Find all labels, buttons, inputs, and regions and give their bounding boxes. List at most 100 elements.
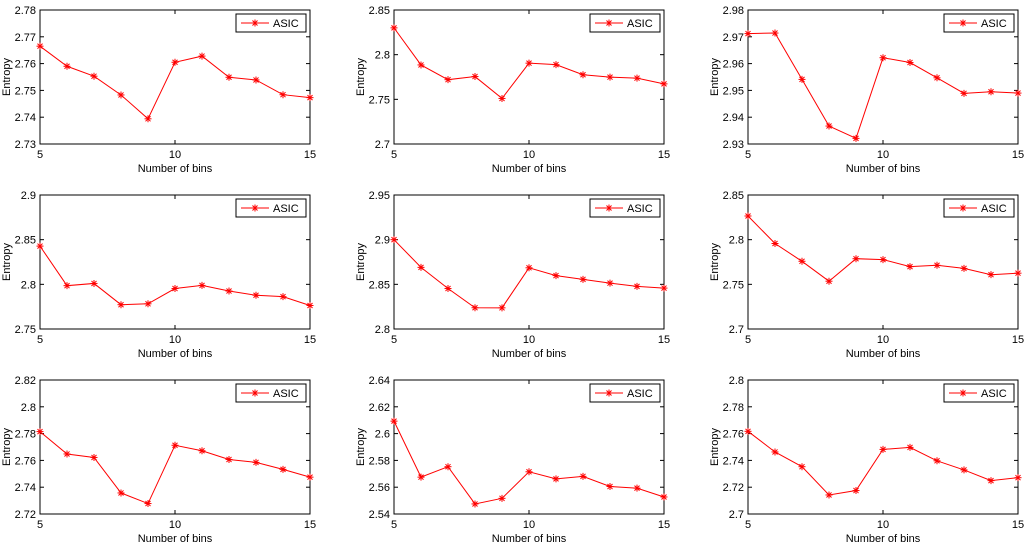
y-tick-label: 2.93 [723, 139, 744, 151]
data-point [36, 428, 44, 436]
data-point [852, 134, 860, 142]
y-tick-label: 2.95 [369, 190, 390, 202]
y-axis-label: Entropy [709, 58, 721, 96]
data-point [498, 494, 506, 502]
legend-label: ASIC [627, 388, 653, 400]
data-point [552, 272, 560, 280]
y-tick-label: 2.85 [15, 235, 36, 247]
y-tick-label: 2.75 [15, 324, 36, 336]
y-axis-label: Entropy [1, 58, 13, 96]
x-tick-label: 15 [304, 519, 316, 531]
y-tick-label: 2.7 [729, 509, 744, 521]
data-point [198, 447, 206, 455]
data-point [960, 89, 968, 97]
x-tick-label: 15 [1012, 334, 1024, 346]
x-tick-label: 10 [169, 334, 181, 346]
data-point [933, 74, 941, 82]
data-point [933, 261, 941, 269]
y-tick-label: 2.76 [723, 429, 744, 441]
legend-marker [605, 204, 613, 212]
y-tick-label: 2.85 [723, 190, 744, 202]
data-point [579, 71, 587, 79]
data-point [444, 285, 452, 293]
x-tick-label: 10 [169, 519, 181, 531]
data-point [744, 30, 752, 38]
legend-box [943, 198, 1015, 218]
data-point [579, 472, 587, 480]
data-point [579, 275, 587, 283]
legend-box [943, 13, 1015, 33]
x-axis-label: Number of bins [492, 163, 567, 175]
legend-marker [605, 389, 613, 397]
x-tick-label: 15 [1012, 149, 1024, 161]
data-point [390, 236, 398, 244]
data-point [879, 256, 887, 264]
legend: ASIC [943, 198, 1015, 218]
legend-box [235, 383, 307, 403]
data-point [471, 304, 479, 312]
data-point [198, 52, 206, 60]
y-tick-label: 2.8 [21, 402, 36, 414]
data-point [279, 465, 287, 473]
x-axis-label: Number of bins [138, 533, 213, 545]
data-point [960, 466, 968, 474]
y-tick-label: 2.74 [15, 482, 36, 494]
x-axis-label: Number of bins [846, 348, 921, 360]
data-point [798, 463, 806, 471]
legend: ASIC [235, 198, 307, 218]
x-axis-label: Number of bins [846, 163, 921, 175]
y-tick-label: 2.96 [723, 59, 744, 71]
legend-marker [251, 204, 259, 212]
y-tick-label: 2.78 [15, 5, 36, 17]
data-point [117, 489, 125, 497]
x-tick-label: 5 [391, 334, 397, 346]
data-point [771, 240, 779, 248]
legend-label: ASIC [981, 203, 1007, 215]
y-tick-label: 2.78 [15, 429, 36, 441]
data-point [279, 91, 287, 99]
chart-panel-6: 2.7 2.75 2.8 2.85 5 10 15 Number of bins Entropy… [709, 190, 1024, 360]
data-point [525, 468, 533, 476]
data-point [798, 75, 806, 83]
data-point [117, 91, 125, 99]
data-point [63, 62, 71, 70]
x-tick-label: 10 [877, 149, 889, 161]
x-tick-label: 5 [745, 149, 751, 161]
y-tick-label: 2.75 [369, 94, 390, 106]
data-point [771, 448, 779, 456]
y-axis-label: Entropy [355, 58, 367, 96]
x-tick-label: 15 [304, 334, 316, 346]
data-point [660, 80, 668, 88]
legend-box [235, 13, 307, 33]
legend-box [235, 198, 307, 218]
data-point [933, 457, 941, 465]
y-tick-label: 2.76 [15, 59, 36, 71]
data-point [252, 76, 260, 84]
data-point [390, 417, 398, 425]
data-point [906, 263, 914, 271]
x-tick-label: 5 [37, 334, 43, 346]
data-point [306, 94, 314, 102]
legend: ASIC [235, 383, 307, 403]
data-point [279, 293, 287, 301]
y-tick-label: 2.75 [15, 85, 36, 97]
y-tick-label: 2.94 [723, 112, 744, 124]
data-point [36, 242, 44, 250]
data-point [906, 443, 914, 451]
chart-panel-2: 2.7 2.75 2.8 2.85 5 10 15 Number of bins Entropy… [355, 5, 670, 175]
x-tick-label: 5 [745, 334, 751, 346]
x-tick-label: 15 [658, 519, 670, 531]
data-point [798, 257, 806, 265]
data-point [144, 500, 152, 508]
x-tick-label: 10 [523, 149, 535, 161]
legend-marker [605, 19, 613, 27]
data-point [198, 281, 206, 289]
y-tick-label: 2.9 [375, 235, 390, 247]
legend-label: ASIC [273, 388, 299, 400]
data-point [633, 74, 641, 82]
legend: ASIC [943, 13, 1015, 33]
legend-box [943, 383, 1015, 403]
data-point [552, 475, 560, 483]
y-tick-label: 2.7 [729, 324, 744, 336]
x-tick-label: 10 [523, 519, 535, 531]
